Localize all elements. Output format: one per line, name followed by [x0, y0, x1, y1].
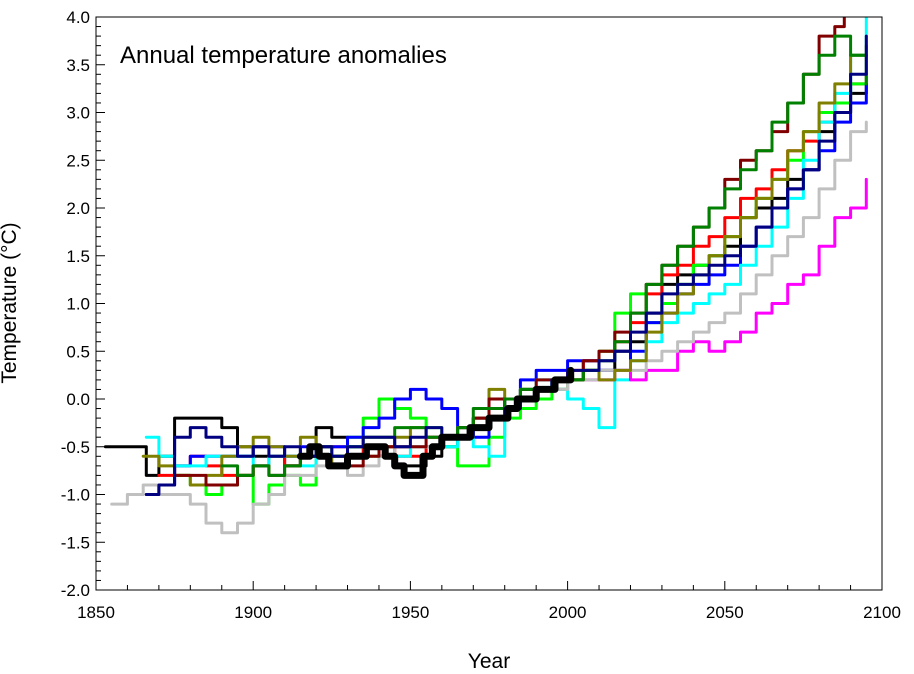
y-tick-label: 0.5 [66, 342, 90, 361]
y-tick-label: 1.0 [66, 295, 90, 314]
series-line-6 [581, 177, 868, 382]
y-tick-label: 3.0 [66, 104, 90, 123]
y-tick-label: 2.5 [66, 151, 90, 170]
chart-title: Annual temperature anomalies [120, 42, 447, 69]
y-tick-label: 0.0 [66, 390, 90, 409]
series-line-7 [110, 120, 868, 535]
y-axis-title: Temperature (°C) [0, 222, 21, 383]
x-tick-label: 2100 [863, 603, 901, 622]
x-tick-label: 1850 [77, 603, 115, 622]
x-tick-label: 2050 [706, 603, 744, 622]
axes-layer: 1850 1900 1950 2000 2050 2100 -2.0 -1.5 -1.0 -0.5… [61, 8, 901, 622]
y-tick-label: 1.5 [66, 247, 90, 266]
series-line-3 [173, 72, 868, 506]
series-line-10 [220, 34, 868, 477]
y-tick-label: -2.0 [61, 581, 90, 600]
y-tick-label: 3.5 [66, 56, 90, 75]
series-line-12 [296, 366, 575, 479]
y-tick-label: -1.0 [61, 486, 90, 505]
series-line-4 [144, 82, 868, 496]
y-tick-label: -0.5 [61, 438, 90, 457]
plot-frame [95, 16, 883, 591]
x-tick-label: 2000 [549, 603, 587, 622]
x-axis-title: Year [468, 650, 510, 673]
series-line-11 [144, 34, 868, 496]
y-tick-label: 4.0 [66, 8, 90, 27]
series-layer [103, 17, 868, 535]
x-tick-label: 1950 [391, 603, 429, 622]
x-tick-label: 1900 [234, 603, 272, 622]
y-tick-label: 2.0 [66, 199, 90, 218]
y-tick-label: -1.5 [61, 533, 90, 552]
